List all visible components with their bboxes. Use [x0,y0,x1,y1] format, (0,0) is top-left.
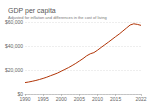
svg-text:1990: 1990 [19,96,30,102]
svg-text:2015: 2015 [110,96,121,102]
svg-text:1995: 1995 [38,96,49,102]
svg-text:2010: 2010 [92,96,103,102]
svg-text:2022: 2022 [135,96,146,102]
svg-text:$20,000: $20,000 [5,67,23,73]
svg-text:2005: 2005 [74,96,85,102]
svg-text:$40,000: $40,000 [5,43,23,49]
svg-text:$0: $0 [17,91,23,97]
svg-text:$60,000: $60,000 [5,19,23,25]
svg-text:GDP per capita: GDP per capita [8,7,56,14]
svg-text:2000: 2000 [56,96,67,102]
svg-text:Adjusted for inflation and dif: Adjusted for inflation and differences i… [8,15,107,20]
